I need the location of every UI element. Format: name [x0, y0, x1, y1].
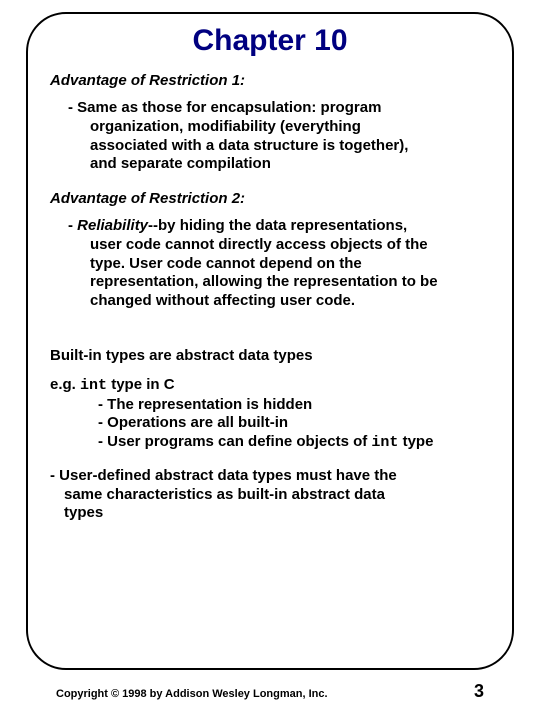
final-line3: types [50, 504, 490, 523]
final-line2: same characteristics as built-in abstrac… [50, 486, 490, 505]
eg-sub1: - The representation is hidden [50, 396, 490, 415]
heading-restriction-1: Advantage of Restriction 1: [50, 72, 490, 89]
final-bullet: - User-defined abstract data types must … [50, 467, 490, 523]
bullet2-suffix: --by hiding the data representations, [148, 217, 407, 234]
builtin-types-line: Built-in types are abstract data types [50, 347, 490, 364]
heading-restriction-2: Advantage of Restriction 2: [50, 190, 490, 207]
eg-suffix: type in C [107, 376, 175, 393]
bullet2-line3: type. User code cannot depend on the [68, 255, 490, 274]
eg-sub3-suffix: type [398, 433, 433, 450]
final-line1: - User-defined abstract data types must … [50, 467, 397, 484]
bullet2-reliability-word: Reliability [77, 217, 148, 234]
chapter-title: Chapter 10 [50, 24, 490, 58]
footer: Copyright © 1998 by Addison Wesley Longm… [0, 681, 540, 702]
eg-sub2: - Operations are all built-in [50, 414, 490, 433]
bullet2-line2: user code cannot directly access objects… [68, 236, 490, 255]
eg-prefix: e.g. [50, 376, 80, 393]
eg-code-int-1: int [80, 377, 107, 394]
eg-sub3: - User programs can define objects of in… [50, 433, 490, 453]
slide-frame: Chapter 10 Advantage of Restriction 1: -… [26, 12, 514, 670]
eg-line1: e.g. int type in C [50, 376, 175, 393]
bullet1-line2: organization, modifiability (everything [68, 118, 490, 137]
bullet1-line4: and separate compilation [68, 155, 490, 174]
bullet-restriction-2: - Reliability--by hiding the data repres… [50, 217, 490, 311]
eg-code-int-2: int [371, 434, 398, 451]
bullet1-line1: - Same as those for encapsulation: progr… [68, 99, 381, 116]
bullet2-prefix: - [68, 217, 77, 234]
bullet-restriction-1: - Same as those for encapsulation: progr… [50, 99, 490, 174]
bullet2-line4: representation, allowing the representat… [68, 273, 490, 292]
bullet2-line5: changed without affecting user code. [68, 292, 490, 311]
bullet1-line3: associated with a data structure is toge… [68, 137, 490, 156]
page-number: 3 [474, 681, 484, 702]
spacer [50, 327, 490, 347]
example-block: e.g. int type in C - The representation … [50, 376, 490, 453]
bullet2-line1: - Reliability--by hiding the data repres… [68, 217, 407, 234]
eg-sub3-prefix: - User programs can define objects of [98, 433, 371, 450]
copyright-text: Copyright © 1998 by Addison Wesley Longm… [56, 688, 328, 700]
